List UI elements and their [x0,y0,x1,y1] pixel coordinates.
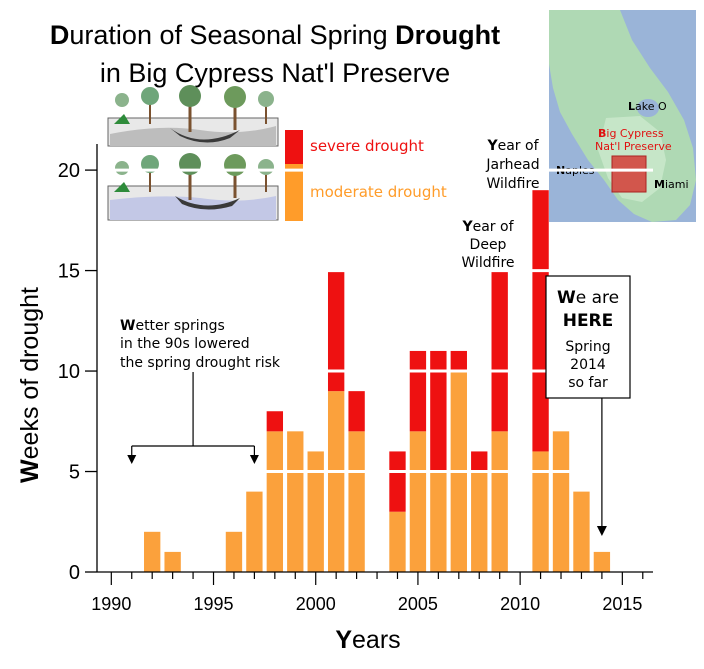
x-tick-label-1995: 1995 [193,594,233,614]
bar-severe-2006 [430,350,447,472]
annotation-wetter-line2: in the 90s lowered [120,336,250,352]
bar-moderate-2012 [552,431,570,572]
bar-moderate-2005 [409,431,427,572]
axes-layer: 0 5 10 15 20 1990 1995 2000 2005 2010 2015 [58,144,653,614]
bar-moderate-2006 [430,471,447,572]
title-initial: D [50,20,70,50]
annotation-wetter-springs: Wetter springs in the 90s lowered the sp… [120,318,281,464]
bar-moderate-2004 [389,511,406,572]
bar-moderate-2014 [593,551,611,572]
bar-severe-2001 [327,270,345,392]
bar-severe-2004 [389,451,406,512]
bar-severe-2009 [491,270,508,432]
bar-moderate-2002 [348,431,365,572]
bracket-arrowhead-1 [249,455,259,464]
legend-swatch-severe [285,130,303,164]
bar-moderate-2011 [532,451,549,572]
x-tick-label-2015: 2015 [602,594,642,614]
y-tick-label-10: 10 [58,361,80,383]
chart-title-line1: Duration of Seasonal Spring Drought [50,20,500,50]
moderate-drought-illustration [107,153,279,221]
bar-moderate-2013 [573,491,590,572]
florida-inset-map: Lake O Big Cypress Nat'l Preserve Naples… [549,10,696,222]
bar-moderate-1998 [266,431,284,572]
bar-severe-2008 [471,451,488,472]
x-tick-label-2005: 2005 [398,594,438,614]
y-tick-label-0: 0 [69,562,80,584]
annotation-we-are-here: We are HERE Spring 2014 so far [545,275,631,536]
bar-severe-1998 [266,411,284,432]
title-bold-word: Drought [395,20,500,50]
legend: severe drought moderate drought [285,130,447,221]
y-tick-label-15: 15 [58,261,80,283]
map-label-big-cypress: Big Cypress [598,127,664,140]
annotation-jarhead-wildfire: Year of Jarhead Wildfire [485,138,539,192]
bar-moderate-2009 [491,431,508,572]
severe-drought-illustration [107,85,279,147]
x-tick-label-2010: 2010 [500,594,540,614]
wetter-bracket-arrow [127,372,259,464]
we-are-here-line2: HERE [563,311,614,331]
map-label-natl-preserve: Nat'l Preserve [595,140,672,153]
annotation-jarhead-line3: Wildfire [486,176,539,192]
bar-severe-2011 [532,190,549,452]
annotation-deep-line1: Year of [461,219,514,235]
annotation-wetter-line1: Wetter springs [120,318,225,334]
bar-severe-2002 [348,391,365,432]
here-arrowhead [596,526,607,536]
annotation-jarhead-line2: Jarhead [485,157,539,173]
legend-label-severe: severe drought [310,137,424,155]
map-label-lake-o: Lake O [628,100,667,113]
bracket-arrowhead-0 [127,455,137,464]
annotation-wetter-line3: the spring drought risk [120,355,281,371]
bar-severe-2005 [409,350,427,432]
we-are-here-arrow [596,398,607,536]
we-are-here-line4: 2014 [570,357,606,373]
map-big-cypress-region [611,155,647,193]
map-label-miami: Miami [654,178,689,191]
annotation-jarhead-line1: Year of [486,138,539,154]
bar-moderate-1993 [164,551,181,572]
y-tick-label-20: 20 [58,160,80,182]
bar-moderate-1999 [287,431,304,572]
map-lake-okeechobee [637,99,659,117]
title-text: uration of Seasonal Spring [69,20,395,50]
legend-swatch-moderate [285,164,303,221]
legend-label-moderate: moderate drought [310,183,447,201]
bar-severe-2007 [450,350,467,372]
annotation-deep-line2: Deep [470,237,507,253]
chart-title-line2: in Big Cypress Nat'l Preserve [100,58,450,88]
x-tick-label-1990: 1990 [91,594,131,614]
annotation-deep-wildfire: Year of Deep Wildfire [461,219,514,271]
x-tick-label-2000: 2000 [296,594,336,614]
annotation-deep-line3: Wildfire [461,255,514,271]
bar-moderate-1997 [246,491,263,572]
y-tick-label-5: 5 [69,462,80,484]
bar-moderate-1992 [144,531,161,572]
bar-moderate-2008 [471,471,488,572]
y-axis-label: Weeks of drought [16,287,44,483]
x-axis-label: Years [335,626,400,654]
bar-moderate-2000 [307,451,324,572]
bars-layer [97,168,653,572]
we-are-here-line5: so far [568,375,608,391]
we-are-here-line1: We are [557,288,619,308]
bar-moderate-1996 [225,531,243,572]
bar-moderate-2001 [327,391,345,572]
we-are-here-line3: Spring [565,339,610,355]
we-are-here-box [545,275,631,399]
